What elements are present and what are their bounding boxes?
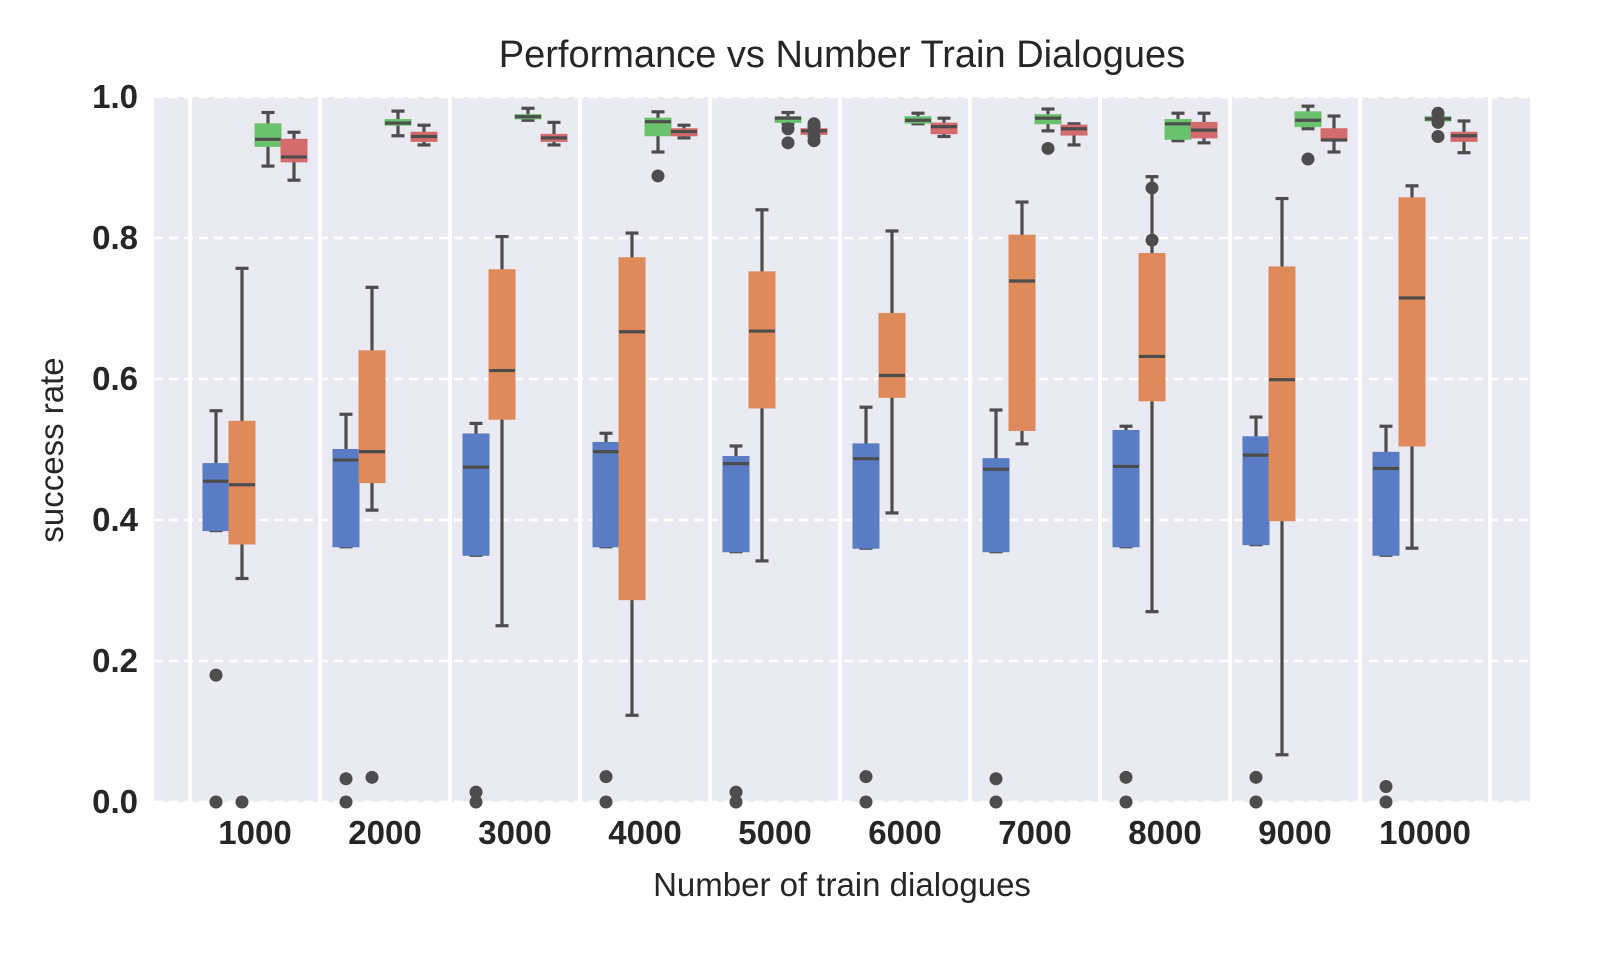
y-tick-label: 0.4	[92, 501, 139, 538]
outlier-point	[1041, 141, 1055, 155]
outlier-point	[339, 795, 353, 809]
outlier-point	[729, 795, 743, 809]
box-iqr	[618, 257, 646, 601]
chart-title: Performance vs Number Train Dialogues	[499, 34, 1185, 76]
y-tick-label: 0.6	[92, 360, 138, 397]
box-iqr	[228, 420, 256, 545]
outlier-point	[1119, 795, 1133, 809]
x-tick-label: 9000	[1258, 814, 1331, 851]
box-iqr	[1138, 253, 1166, 402]
outlier-point	[209, 668, 223, 682]
outlier-point	[859, 770, 873, 784]
box-iqr	[1268, 266, 1296, 522]
group-separators	[188, 97, 1492, 802]
y-tick-label: 0.8	[92, 219, 138, 256]
x-tick-label: 10000	[1379, 814, 1471, 851]
box-iqr	[254, 123, 282, 147]
x-tick-label: 5000	[738, 814, 811, 851]
x-axis-label: Number of train dialogues	[653, 866, 1031, 903]
outlier-point	[1379, 779, 1393, 793]
outlier-point	[1301, 152, 1315, 166]
box-iqr	[982, 458, 1010, 553]
box-iqr	[1112, 429, 1140, 548]
y-tick-labels: 0.0 0.2 0.4 0.6 0.8 1.0	[92, 78, 139, 820]
box-iqr	[462, 433, 490, 556]
x-tick-label: 1000	[218, 814, 291, 851]
x-tick-label: 7000	[998, 814, 1071, 851]
outlier-point	[651, 169, 665, 183]
box-iqr	[1242, 436, 1270, 546]
x-tick-label: 4000	[608, 814, 681, 851]
outlier-point	[235, 795, 249, 809]
outlier-point	[1145, 181, 1159, 195]
outlier-point	[781, 122, 795, 136]
outlier-point	[1249, 770, 1263, 784]
box-iqr	[852, 443, 880, 549]
x-tick-label: 2000	[348, 814, 421, 851]
x-tick-label: 3000	[478, 814, 551, 851]
outlier-point	[599, 795, 613, 809]
outlier-point	[1431, 115, 1445, 129]
outlier-point	[1431, 106, 1445, 120]
outlier-point	[469, 785, 483, 799]
x-tick-label: 8000	[1128, 814, 1201, 851]
outlier-point	[1119, 770, 1133, 784]
outlier-point	[729, 785, 743, 799]
box-iqr	[930, 122, 958, 135]
y-tick-label: 1.0	[92, 78, 138, 115]
outlier-point	[807, 124, 821, 138]
outlier-point	[365, 770, 379, 784]
outlier-point	[469, 795, 483, 809]
x-tick-label: 6000	[868, 814, 941, 851]
y-tick-label: 0.0	[92, 783, 138, 820]
box-iqr	[488, 269, 516, 420]
box-iqr	[878, 312, 906, 398]
outlier-point	[807, 134, 821, 148]
outlier-point	[989, 795, 1003, 809]
outlier-point	[209, 795, 223, 809]
box-iqr	[202, 463, 230, 532]
box-iqr	[358, 350, 386, 484]
box-iqr	[592, 441, 620, 548]
outlier-point	[859, 795, 873, 809]
outlier-point	[989, 772, 1003, 786]
y-axis-label: success rate	[33, 357, 70, 542]
outlier-point	[1379, 795, 1393, 809]
y-tick-label: 0.2	[92, 642, 138, 679]
box-iqr	[1398, 197, 1426, 447]
box-iqr	[748, 271, 776, 409]
box-iqr	[1008, 234, 1036, 431]
outlier-point	[781, 136, 795, 150]
outlier-point	[599, 770, 613, 784]
outlier-point	[1145, 233, 1159, 247]
box-iqr	[332, 449, 360, 548]
outlier-point	[339, 772, 353, 786]
outlier-point	[1249, 795, 1263, 809]
x-tick-labels: 1000 2000 3000 4000 5000 6000 7000 8000 9000 1000…	[218, 814, 1471, 851]
box-series	[202, 104, 1478, 809]
box-iqr	[722, 456, 750, 553]
outlier-point	[1431, 129, 1445, 143]
